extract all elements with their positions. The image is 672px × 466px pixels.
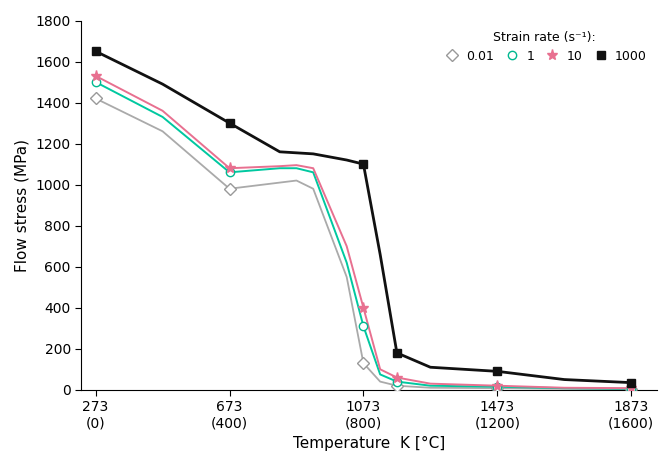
0.01	[360, 360, 368, 366]
10	[360, 305, 368, 310]
Y-axis label: Flow stress (MPa): Flow stress (MPa)	[15, 139, 30, 272]
10	[91, 73, 99, 79]
0.01	[226, 186, 234, 192]
10	[226, 165, 234, 171]
Line: 0.01: 0.01	[91, 94, 636, 393]
1	[91, 79, 99, 85]
1000	[627, 380, 635, 385]
0.01	[91, 96, 99, 101]
0.01	[493, 385, 501, 391]
1	[393, 379, 401, 384]
10	[627, 385, 635, 391]
0.01	[627, 386, 635, 392]
1	[493, 384, 501, 390]
1000	[360, 161, 368, 167]
0.01	[393, 383, 401, 389]
1	[226, 170, 234, 175]
1	[360, 323, 368, 329]
1000	[493, 369, 501, 374]
1000	[91, 48, 99, 54]
1000	[226, 120, 234, 126]
10	[493, 383, 501, 389]
Line: 1: 1	[91, 78, 636, 393]
1000	[393, 350, 401, 356]
Line: 1000: 1000	[91, 47, 636, 387]
1	[627, 386, 635, 391]
Legend: 0.01, 1, 10, 1000: 0.01, 1, 10, 1000	[439, 27, 650, 67]
Line: 10: 10	[90, 70, 637, 394]
10	[393, 375, 401, 380]
X-axis label: Temperature  K [°C]: Temperature K [°C]	[293, 436, 446, 451]
